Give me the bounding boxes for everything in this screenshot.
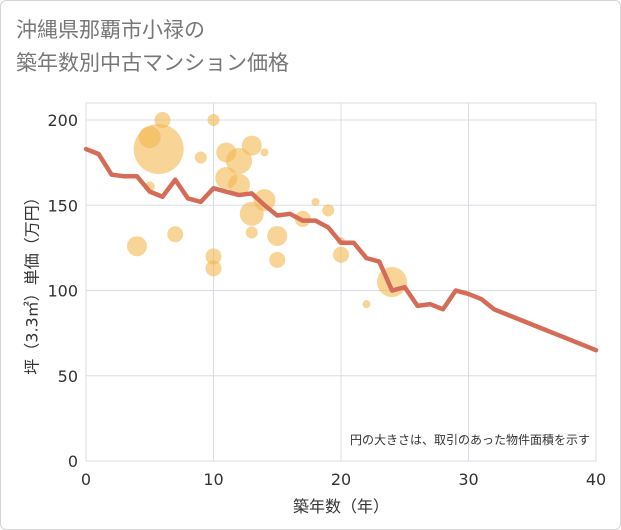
bubble-point-12 [226,147,252,174]
bubble-point-13 [228,173,250,196]
bubble-point-19 [269,251,286,268]
average-price-polyline [83,146,599,353]
bubble-point-8 [205,248,222,265]
bubble-point-25 [333,246,349,263]
bubble-point-9 [205,260,222,277]
bubble-size-note: 円の大きさは、取引のあった物件面積を示す [350,432,590,447]
y-tick-label-3: 150 [47,196,78,215]
y-tick-label-1: 50 [58,367,78,386]
bubble-point-17 [253,189,276,212]
bubble-point-20 [260,148,269,157]
bubble-point-4 [154,112,171,129]
bubble-point-7 [207,114,220,127]
bubble-point-3 [133,124,184,175]
y-tick-label-4: 200 [47,111,78,130]
bubble-point-23 [322,204,335,217]
x-tick-label-0: 0 [81,470,91,489]
x-tick-label-3: 30 [458,470,478,489]
bubble-point-0 [127,236,147,257]
chart-title: 沖縄県那覇市小禄の 築年数別中古マンション価格 [16,14,289,80]
bubble-point-22 [311,197,320,206]
chart-title-line-1: 沖縄県那覇市小禄の [16,18,205,42]
chart-title-line-2: 築年数別中古マンション価格 [16,51,289,75]
bubble-point-6 [194,151,207,164]
axis-ticks: 0 10 20 30 40 0 50 100 150 200 [47,111,606,489]
x-tick-label-1: 10 [203,470,223,489]
x-tick-label-2: 20 [331,470,351,489]
bubble-point-16 [245,226,258,239]
bubble-point-18 [267,225,288,246]
x-tick-label-4: 40 [586,470,606,489]
x-axis-label: 築年数（年） [293,497,389,516]
y-tick-label-0: 0 [68,452,78,471]
y-tick-label-2: 100 [47,282,78,301]
bubble-point-14 [241,135,262,156]
average-price-line [83,146,599,353]
bubble-point-5 [167,226,184,243]
grid-lines [85,103,597,462]
y-axis-label: 坪（3.3㎡）単価（万円） [23,189,42,374]
bubble-point-26 [362,300,371,309]
